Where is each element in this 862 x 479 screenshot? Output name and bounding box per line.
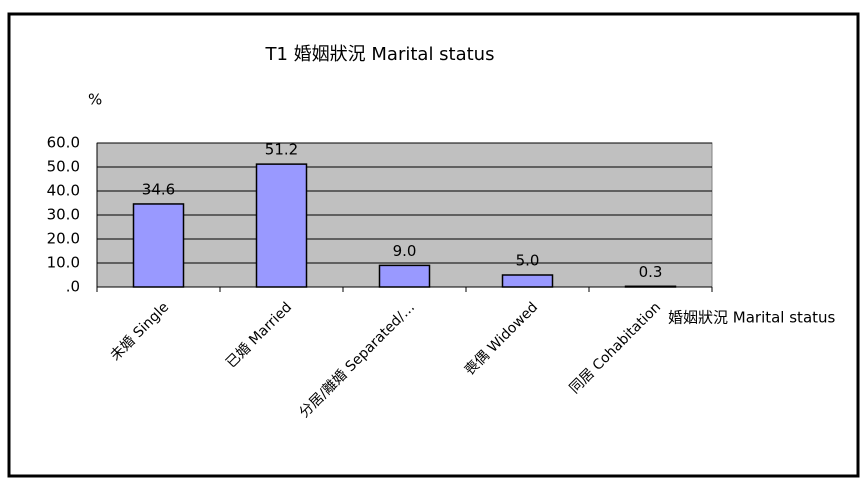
bar [132, 203, 185, 288]
y-axis-label: % [88, 91, 102, 109]
y-tick-label: 40.0 [47, 182, 80, 200]
y-tick-label: 30.0 [47, 206, 80, 224]
y-tick-label: 20.0 [47, 230, 80, 248]
data-label: 0.3 [639, 263, 663, 281]
y-tick-label: .0 [66, 278, 80, 296]
data-label: 51.2 [265, 141, 298, 159]
y-tick-label: 10.0 [47, 254, 80, 272]
bar [624, 285, 677, 288]
data-label: 5.0 [516, 252, 540, 270]
bar [501, 274, 554, 288]
chart-title: T1 婚姻狀況 Marital status [265, 44, 495, 65]
data-label: 34.6 [142, 180, 175, 198]
y-tick-label: 50.0 [47, 158, 80, 176]
bar [378, 264, 431, 288]
x-axis-label: 婚姻狀況 Marital status [668, 309, 836, 327]
bar [255, 163, 308, 288]
data-label: 9.0 [393, 242, 417, 260]
y-tick-label: 60.0 [47, 134, 80, 152]
